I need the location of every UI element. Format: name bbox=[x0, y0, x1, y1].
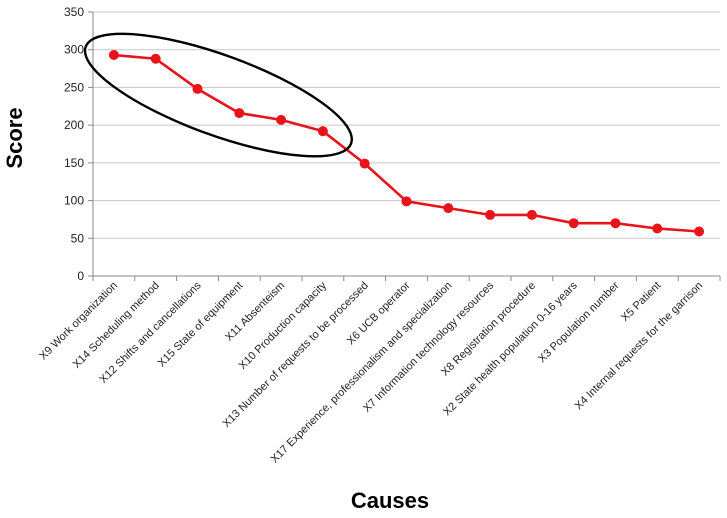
data-point bbox=[108, 49, 119, 60]
y-tick-label: 250 bbox=[64, 80, 84, 94]
y-tick-label: 350 bbox=[64, 5, 84, 19]
data-point bbox=[276, 114, 287, 125]
y-axis-title: Score bbox=[2, 107, 27, 168]
y-tick-label: 200 bbox=[64, 118, 84, 132]
y-tick-labels: 0 50 100 150 200 250 300 350 bbox=[64, 5, 84, 283]
data-point bbox=[694, 226, 705, 237]
data-point bbox=[359, 158, 370, 169]
x-axis-title: Causes bbox=[351, 488, 429, 513]
highlight-ellipse bbox=[83, 32, 353, 158]
x-tick-label: X14 Scheduling method bbox=[71, 280, 162, 371]
x-tick-label: X3 Population number bbox=[536, 279, 622, 365]
y-tick-label: 0 bbox=[77, 269, 84, 283]
y-tick-label: 150 bbox=[64, 156, 84, 170]
data-point bbox=[401, 196, 412, 207]
axis-layer bbox=[88, 11, 721, 281]
x-tick-label: X13 Number of requests to be processed bbox=[221, 280, 371, 430]
data-point bbox=[485, 209, 496, 220]
data-point bbox=[234, 108, 245, 119]
data-point bbox=[526, 209, 537, 220]
annotation-layer bbox=[83, 32, 353, 158]
data-point bbox=[610, 218, 621, 229]
series-layer bbox=[108, 49, 705, 237]
data-point bbox=[150, 53, 161, 64]
y-tick-label: 50 bbox=[71, 231, 85, 245]
x-tick-label: X5 Patient bbox=[619, 280, 663, 324]
y-tick-label: 300 bbox=[64, 43, 84, 57]
data-point bbox=[192, 83, 203, 94]
x-tick-label: X9 Work organization bbox=[37, 280, 120, 363]
data-point bbox=[652, 223, 663, 234]
data-point bbox=[443, 203, 454, 214]
x-tick-label: X15 State of equipment bbox=[156, 280, 246, 370]
y-tick-label: 100 bbox=[64, 194, 84, 208]
data-point bbox=[317, 126, 328, 137]
data-point bbox=[568, 218, 579, 229]
